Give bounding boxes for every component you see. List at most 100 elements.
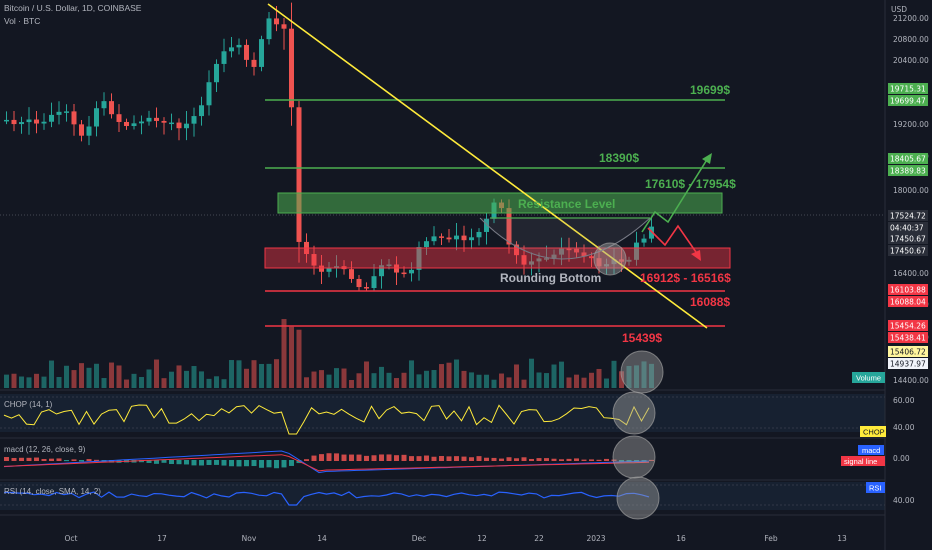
volume-bar <box>109 362 114 388</box>
candle-body <box>619 259 624 262</box>
chop-badge: CHOP <box>863 428 885 437</box>
price-badge: 17450.67 <box>890 235 926 244</box>
macd-hist-bar <box>214 460 219 465</box>
volume-badge: Volume <box>856 374 881 383</box>
highlight-circles[interactable] <box>593 242 664 520</box>
volume-bar <box>394 378 399 388</box>
symbol-title[interactable]: Bitcoin / U.S. Dollar, 1D, COINBASE <box>4 3 142 13</box>
candle-body <box>476 231 482 238</box>
descending-trendline[interactable] <box>267 3 708 329</box>
resistance-zone[interactable] <box>277 192 723 214</box>
volume-bar <box>521 379 527 388</box>
volume-bar <box>86 367 92 388</box>
volume-bar <box>439 364 444 388</box>
support-zone[interactable] <box>264 247 731 269</box>
price-axis-badges: 19715.31 19699.47 18405.67 18389.83 17524.72… <box>888 83 928 369</box>
candle-body <box>514 244 519 256</box>
macd-label[interactable]: macd (12, 26, close, 9) <box>4 445 86 454</box>
volume-bar <box>131 373 137 388</box>
rounding-bottom-curve[interactable] <box>479 217 651 260</box>
macd-hist-bar <box>236 460 242 467</box>
candle-body <box>484 218 489 232</box>
macd-hist-bar <box>26 457 32 461</box>
price-badge-bg <box>888 153 928 164</box>
candle-body <box>634 242 639 260</box>
time-tick: 16 <box>676 534 686 543</box>
volume-bar <box>221 379 227 388</box>
macd-hist-bar <box>581 459 587 461</box>
volume-bar <box>26 377 32 388</box>
macd-hist-bar <box>79 460 84 462</box>
rsi-badge-bg <box>866 482 885 493</box>
candle-body <box>446 237 452 240</box>
macd-hist-bar <box>334 453 339 461</box>
volume-bars <box>4 319 654 388</box>
bullish-projection-arrow[interactable] <box>641 157 709 233</box>
macd-hist-bar <box>409 456 414 461</box>
macd-hist-bar <box>551 458 557 461</box>
candle-body <box>424 241 429 248</box>
macd-hist-bar <box>274 460 279 469</box>
macd-hist-bar <box>604 458 609 461</box>
volume-bar <box>604 378 609 388</box>
macd-hist-bar <box>349 454 354 461</box>
macd-hist-bar <box>341 454 347 461</box>
price-badge-bg <box>888 332 928 343</box>
volume-bar <box>304 377 309 388</box>
macd-hist-bar <box>244 460 249 467</box>
volume-bar <box>341 368 347 388</box>
candle-body <box>544 258 549 260</box>
price-badge: 18389.83 <box>890 167 926 176</box>
volume-bar <box>244 368 249 388</box>
candle-body <box>506 208 512 245</box>
candle-body <box>581 252 587 257</box>
macd-hist-bar <box>626 460 632 463</box>
candle-body <box>394 264 399 273</box>
macd-hist-bar <box>364 455 369 461</box>
macd-hist-bar <box>461 456 467 461</box>
price-badge-bg <box>888 222 928 233</box>
volume-bar <box>566 377 572 388</box>
macd-hist-bar <box>169 460 174 465</box>
candle-body <box>364 287 369 289</box>
time-tick: Feb <box>764 534 778 543</box>
macd-hist-bar <box>401 454 407 461</box>
time-axis[interactable]: Oct 17 Nov 14 Dec 12 22 2023 16 Feb 13 <box>65 534 847 543</box>
candle-body <box>559 248 564 255</box>
macd-hist-bar <box>41 459 47 461</box>
volume-bar <box>356 373 362 388</box>
volume-legend[interactable]: Vol · BTC <box>4 16 41 26</box>
candle-body <box>566 248 572 251</box>
rsi-label[interactable]: RSI (14, close, SMA, 14, 2) <box>4 487 101 496</box>
bearish-projection-arrow[interactable] <box>647 224 699 256</box>
time-tick: 14 <box>317 534 327 543</box>
candle-body <box>139 121 144 124</box>
chop-badge-bg <box>860 426 886 437</box>
candle-body <box>154 117 159 121</box>
label-16088: 16088$ <box>690 295 730 309</box>
price-badge: 15406.72 <box>890 348 926 357</box>
price-badge: 16088.04 <box>890 298 926 307</box>
macd-hist-bar <box>289 460 294 466</box>
volume-bar <box>619 371 624 388</box>
volume-bar <box>424 370 429 388</box>
volume-bar <box>416 374 422 388</box>
volume-bar <box>469 372 474 388</box>
macd-hist-bar <box>649 459 654 461</box>
candle-body <box>206 82 212 106</box>
candle-body <box>296 107 302 242</box>
chop-label[interactable]: CHOP (14, 1) <box>4 400 53 409</box>
bullish-arrowhead <box>702 153 712 164</box>
candle-body <box>34 119 39 124</box>
candle-body <box>49 114 54 122</box>
macd-hist-bar <box>146 460 152 463</box>
price-badge: 19699.47 <box>890 97 926 106</box>
candle-body <box>551 254 557 259</box>
volume-bar <box>296 329 302 388</box>
candle-body <box>589 256 594 259</box>
volume-bar <box>4 374 9 388</box>
price-badge: 14937.97 <box>890 360 926 369</box>
chop-tick-60: 60.00 <box>893 396 915 405</box>
macd-hist-bar <box>386 454 392 461</box>
